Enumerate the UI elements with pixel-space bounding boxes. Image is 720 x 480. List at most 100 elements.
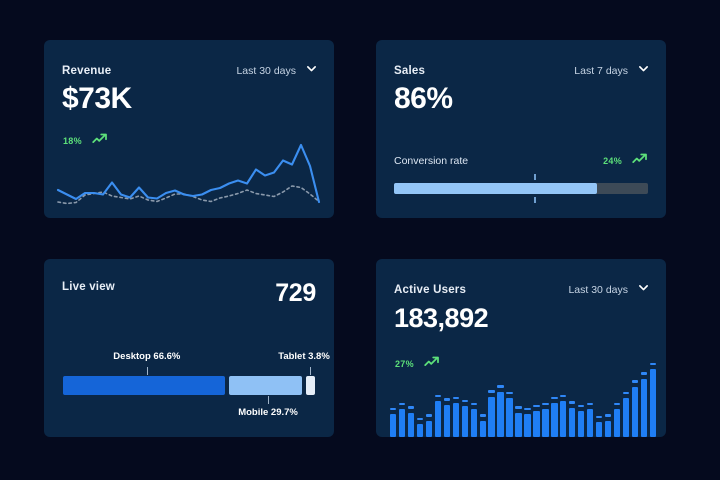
bar-column[interactable] bbox=[595, 355, 603, 437]
trend-up-icon bbox=[424, 355, 440, 373]
revenue-line-chart bbox=[56, 143, 321, 205]
live-view-card: Live view 729 Desktop 66.6% Mobile 29.7% T… bbox=[44, 259, 334, 437]
bar-column[interactable] bbox=[515, 355, 522, 437]
chevron-down-icon bbox=[637, 281, 650, 299]
bar-column[interactable] bbox=[604, 355, 612, 437]
bar-column[interactable] bbox=[470, 355, 477, 437]
revenue-card: Revenue Last 30 days $73K 18% bbox=[44, 40, 334, 218]
bar-cap bbox=[398, 402, 406, 406]
active-users-card-header: Active Users Last 30 days bbox=[394, 281, 650, 299]
bar-column[interactable] bbox=[524, 355, 531, 437]
chevron-down-icon bbox=[637, 62, 650, 80]
bar-body bbox=[569, 407, 576, 437]
live-view-device-split: Desktop 66.6% Mobile 29.7% Tablet 3.8% bbox=[63, 351, 330, 418]
conversion-rate-value: 24% bbox=[603, 156, 622, 166]
revenue-range-selector[interactable]: Last 30 days bbox=[236, 62, 318, 80]
bar-cap bbox=[407, 406, 415, 409]
revenue-trend: 18% bbox=[63, 132, 108, 150]
active-users-trend-value: 27% bbox=[395, 359, 414, 369]
revenue-card-title: Revenue bbox=[62, 65, 112, 77]
live-view-card-title: Live view bbox=[62, 281, 115, 293]
bar-column[interactable] bbox=[631, 355, 639, 437]
bar-column[interactable] bbox=[497, 355, 504, 437]
bar-column[interactable] bbox=[533, 355, 540, 437]
active-users-bar-chart bbox=[390, 355, 656, 437]
conversion-progress-bar[interactable] bbox=[394, 174, 648, 203]
bar-column[interactable] bbox=[407, 355, 415, 437]
bar-cap bbox=[470, 402, 477, 406]
bar-cap bbox=[542, 402, 549, 406]
device-stacked-bar: Desktop 66.6% Mobile 29.7% Tablet 3.8% bbox=[63, 351, 330, 418]
bar-body bbox=[542, 409, 549, 437]
bar-body bbox=[390, 414, 397, 437]
bar-cap bbox=[390, 407, 397, 411]
bar-cap bbox=[425, 414, 433, 417]
bar-column[interactable] bbox=[569, 355, 576, 437]
bar-cap bbox=[560, 394, 567, 398]
bar-body bbox=[515, 412, 522, 437]
bar-column[interactable] bbox=[551, 355, 558, 437]
revenue-range-label: Last 30 days bbox=[236, 65, 296, 77]
bar-column[interactable] bbox=[398, 355, 406, 437]
bar-cap bbox=[649, 362, 656, 365]
bar-cap bbox=[515, 406, 522, 409]
bar-cap bbox=[622, 391, 630, 395]
bar-column[interactable] bbox=[640, 355, 648, 437]
device-segment-tablet[interactable] bbox=[305, 376, 315, 395]
bar-column[interactable] bbox=[425, 355, 433, 437]
bar-cap bbox=[416, 417, 424, 421]
bar-column[interactable] bbox=[560, 355, 567, 437]
bar-cap bbox=[569, 401, 576, 404]
device-label-tick bbox=[268, 396, 270, 404]
bar-cap bbox=[434, 394, 442, 398]
device-label: Desktop 66.6% bbox=[113, 351, 181, 362]
bar-body bbox=[640, 378, 648, 437]
bar-column[interactable] bbox=[443, 355, 451, 437]
live-view-card-header: Live view bbox=[62, 281, 318, 293]
device-segment-desktop[interactable] bbox=[63, 376, 226, 395]
bar-column[interactable] bbox=[542, 355, 549, 437]
active-users-card: Active Users Last 30 days 183,892 27% bbox=[376, 259, 666, 437]
revenue-value: $73K bbox=[62, 82, 132, 115]
bar-body bbox=[595, 422, 603, 437]
bar-column[interactable] bbox=[622, 355, 630, 437]
active-users-card-title: Active Users bbox=[394, 284, 467, 296]
bar-body bbox=[586, 409, 594, 437]
conversion-rate-header: Conversion rate 24% bbox=[394, 152, 648, 170]
bar-column[interactable] bbox=[649, 355, 656, 437]
progress-marker-bottom bbox=[533, 197, 536, 203]
bar-body bbox=[416, 424, 424, 437]
bar-cap bbox=[533, 404, 540, 408]
bar-column[interactable] bbox=[452, 355, 460, 437]
progress-marker-top bbox=[533, 174, 536, 180]
bar-cap bbox=[479, 414, 486, 417]
bar-column[interactable] bbox=[390, 355, 397, 437]
bar-column[interactable] bbox=[434, 355, 442, 437]
bar-column[interactable] bbox=[488, 355, 495, 437]
bar-column[interactable] bbox=[578, 355, 585, 437]
bar-body bbox=[649, 369, 656, 437]
bar-body bbox=[452, 403, 460, 437]
bar-body bbox=[425, 420, 433, 437]
bar-column[interactable] bbox=[506, 355, 513, 437]
bar-cap bbox=[586, 402, 594, 406]
active-users-range-selector[interactable]: Last 30 days bbox=[568, 281, 650, 299]
bar-body bbox=[622, 398, 630, 437]
sales-card: Sales Last 7 days 86% Conversion rate 24… bbox=[376, 40, 666, 218]
device-segment-mobile[interactable] bbox=[229, 376, 302, 395]
bar-body bbox=[604, 420, 612, 437]
device-label-tick bbox=[146, 367, 148, 375]
bar-column[interactable] bbox=[586, 355, 594, 437]
bar-column[interactable] bbox=[479, 355, 486, 437]
bar-column[interactable] bbox=[461, 355, 468, 437]
active-users-trend: 27% bbox=[395, 355, 440, 373]
chevron-down-icon bbox=[305, 62, 318, 80]
bar-body bbox=[434, 401, 442, 437]
sales-range-selector[interactable]: Last 7 days bbox=[574, 62, 650, 80]
bar-body bbox=[578, 411, 585, 437]
bar-column[interactable] bbox=[613, 355, 621, 437]
bar-cap bbox=[488, 390, 495, 393]
bar-column[interactable] bbox=[416, 355, 424, 437]
bar-cap bbox=[578, 404, 585, 408]
trend-up-icon bbox=[92, 132, 108, 150]
